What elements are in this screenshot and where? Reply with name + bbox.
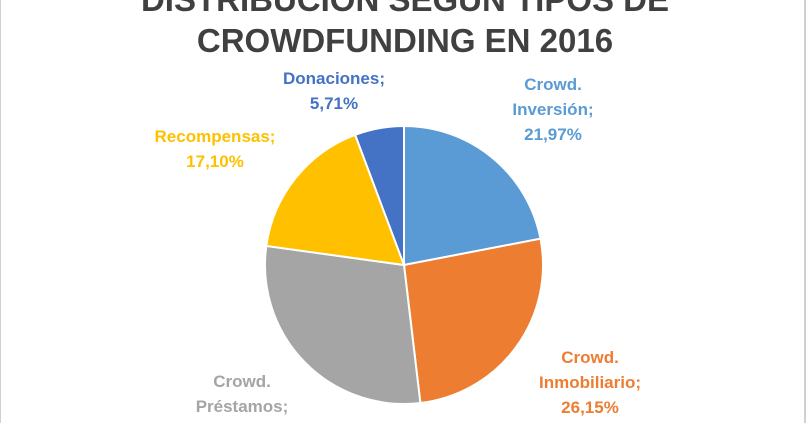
pie-slice-crowd-pr-stamos [263, 244, 422, 405]
data-label-donaciones-value: 5,71% [309, 94, 359, 113]
pie-slice-crowd-inmobiliario [402, 237, 544, 405]
data-label-inmobiliario-line-2: Inmobiliario; [539, 373, 641, 392]
data-label-inversion-line-2: Inversión; [512, 100, 594, 119]
pie-slice-crowd-inversi-n [403, 124, 542, 267]
data-label-inmobiliario-line-1: Crowd. [561, 348, 619, 367]
data-label-prestamos-line-2: Préstamos; [195, 397, 289, 416]
chart-title-line-2: CROWDFUNDING EN 2016 [196, 22, 614, 59]
data-label-recompensas-value: 17,10% [186, 152, 244, 171]
data-label-recompensas-line-1: Recompensas; [154, 127, 276, 146]
chart-title-line-1: DISTRIBUCIÓN SEGÚN TIPOS DE [0, 0, 810, 19]
data-label-inversion: Crowd. Inversión; 21,97% [505, 72, 601, 147]
data-label-inmobiliario: Crowd. Inmobiliario; 26,15% [526, 345, 654, 420]
data-label-prestamos: Crowd. Préstamos; [182, 369, 302, 419]
data-label-recompensas: Recompensas; 17,10% [144, 124, 286, 174]
data-label-inversion-line-1: Crowd. [524, 75, 582, 94]
data-label-inmobiliario-value: 26,15% [561, 398, 619, 417]
pie-slice-recompensas [265, 133, 406, 267]
pie-slice-donaciones [353, 124, 405, 266]
data-label-inversion-value: 21,97% [524, 125, 582, 144]
data-label-prestamos-line-1: Crowd. [213, 372, 271, 391]
data-label-donaciones: Donaciones; 5,71% [279, 66, 389, 116]
data-label-donaciones-line-1: Donaciones; [282, 69, 386, 88]
